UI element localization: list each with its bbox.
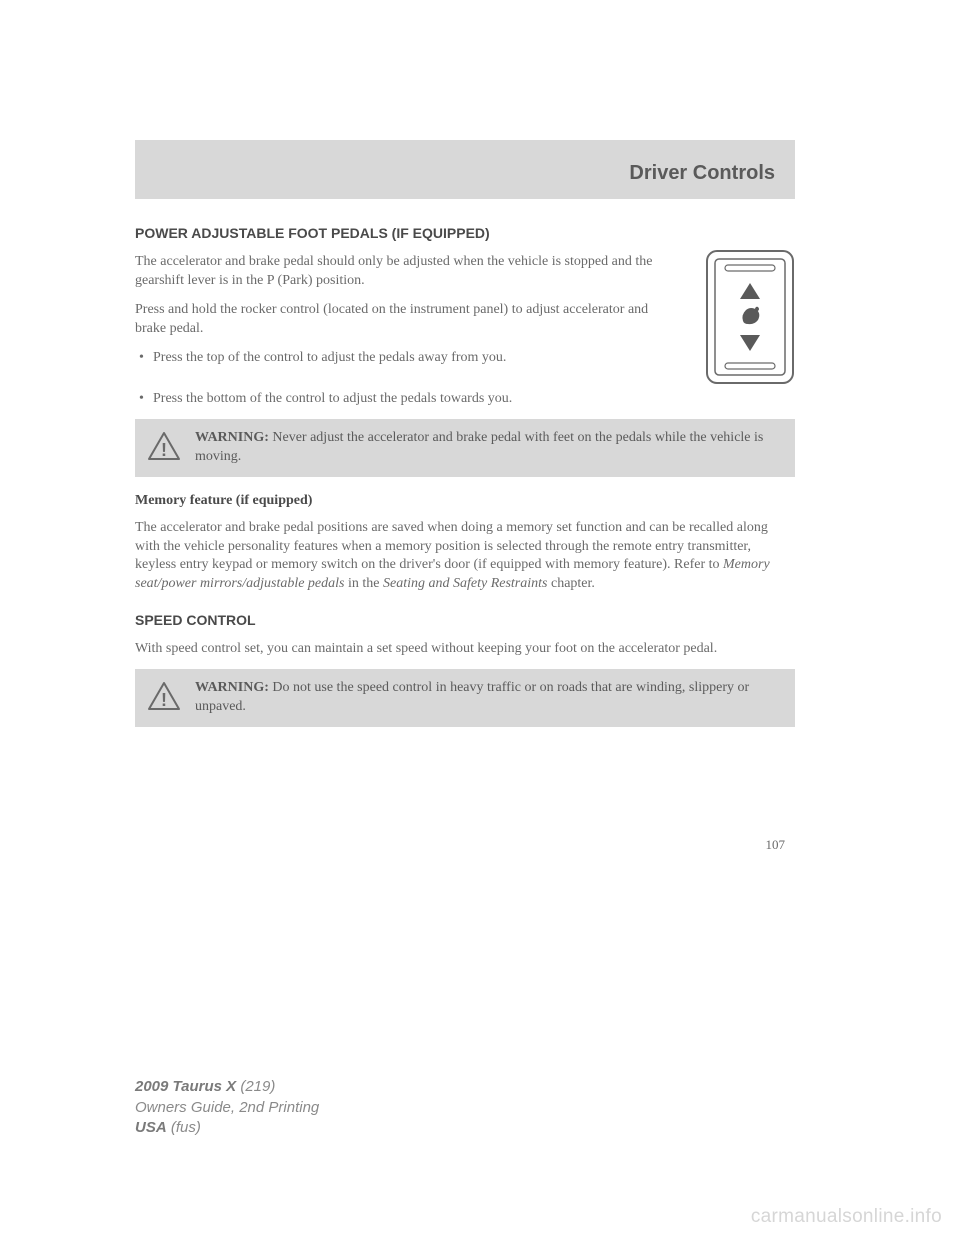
pedals-bullet-list: Press the top of the control to adjust t… — [135, 349, 675, 368]
memory-ref-2: Seating and Safety Restraints — [383, 576, 547, 591]
pedal-rocker-diagram — [705, 249, 795, 390]
footer-line-3: USA (fus) — [135, 1118, 319, 1138]
section-heading-pedals: POWER ADJUSTABLE FOOT PEDALS (IF EQUIPPE… — [135, 225, 795, 241]
warning-box-pedals: ! WARNING: Never adjust the accelerator … — [135, 419, 795, 477]
warning-triangle-icon: ! — [147, 431, 181, 466]
page-number: 107 — [135, 837, 795, 853]
footer-model-code: (219) — [236, 1078, 275, 1095]
footer-line-1: 2009 Taurus X (219) — [135, 1077, 319, 1097]
header-title: Driver Controls — [629, 162, 775, 184]
speed-paragraph: With speed control set, you can maintain… — [135, 640, 795, 659]
pedals-bullet-list-2: Press the bottom of the control to adjus… — [135, 390, 795, 409]
sub-heading-memory: Memory feature (if equipped) — [135, 493, 795, 509]
warning-text-pedals: WARNING: Never adjust the accelerator an… — [195, 429, 783, 467]
footer-region-code: (fus) — [167, 1119, 201, 1136]
svg-text:!: ! — [161, 690, 167, 710]
warning-triangle-icon: ! — [147, 681, 181, 716]
pedals-paragraph-2: Press and hold the rocker control (locat… — [135, 301, 675, 339]
footer-model: 2009 Taurus X — [135, 1078, 236, 1095]
memory-text-c: chapter. — [547, 576, 594, 591]
footer-region: USA — [135, 1119, 167, 1136]
foot-icon — [742, 307, 759, 324]
warning-label-1: WARNING: — [195, 430, 269, 445]
header-bar: Driver Controls — [135, 140, 795, 199]
footer-block: 2009 Taurus X (219) Owners Guide, 2nd Pr… — [135, 1077, 319, 1138]
pedals-bullet-2: Press the bottom of the control to adjus… — [135, 390, 795, 409]
footer-line-2: Owners Guide, 2nd Printing — [135, 1098, 319, 1118]
memory-paragraph: The accelerator and brake pedal position… — [135, 519, 795, 595]
warning-label-2: WARNING: — [195, 680, 269, 695]
down-arrow-icon — [740, 335, 760, 351]
up-arrow-icon — [740, 283, 760, 299]
pedals-bullet-1: Press the top of the control to adjust t… — [135, 349, 675, 368]
watermark: carmanualsonline.info — [751, 1206, 942, 1228]
pedals-text-column: The accelerator and brake pedal should o… — [135, 253, 675, 377]
svg-text:!: ! — [161, 440, 167, 460]
memory-text-b: in the — [345, 576, 384, 591]
page-container: Driver Controls POWER ADJUSTABLE FOOT PE… — [0, 0, 960, 853]
warning-body-1: Never adjust the accelerator and brake p… — [195, 430, 763, 464]
section-heading-speed: SPEED CONTROL — [135, 612, 795, 628]
pedals-paragraph-1: The accelerator and brake pedal should o… — [135, 253, 675, 291]
pedals-top-block: The accelerator and brake pedal should o… — [135, 253, 795, 390]
warning-text-speed: WARNING: Do not use the speed control in… — [195, 679, 783, 717]
warning-box-speed: ! WARNING: Do not use the speed control … — [135, 669, 795, 727]
memory-text-a: The accelerator and brake pedal position… — [135, 520, 768, 573]
warning-body-2: Do not use the speed control in heavy tr… — [195, 680, 749, 714]
